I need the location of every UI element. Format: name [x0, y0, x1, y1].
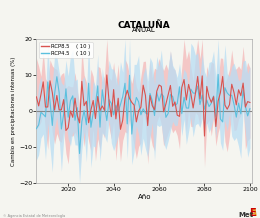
Text: Met: Met — [238, 211, 254, 218]
Text: E: E — [250, 208, 256, 218]
Text: A: A — [250, 208, 257, 218]
Text: ANUAL: ANUAL — [132, 27, 156, 34]
X-axis label: Año: Año — [138, 194, 151, 200]
Y-axis label: Cambio en precipitaciones intensas (%): Cambio en precipitaciones intensas (%) — [11, 56, 16, 166]
Legend: RCP8.5    ( 10 ), RCP4.5    ( 10 ): RCP8.5 ( 10 ), RCP4.5 ( 10 ) — [39, 42, 93, 58]
Title: CATALUÑA: CATALUÑA — [118, 21, 171, 30]
Text: © Agencia Estatal de Meteorología: © Agencia Estatal de Meteorología — [3, 214, 65, 218]
